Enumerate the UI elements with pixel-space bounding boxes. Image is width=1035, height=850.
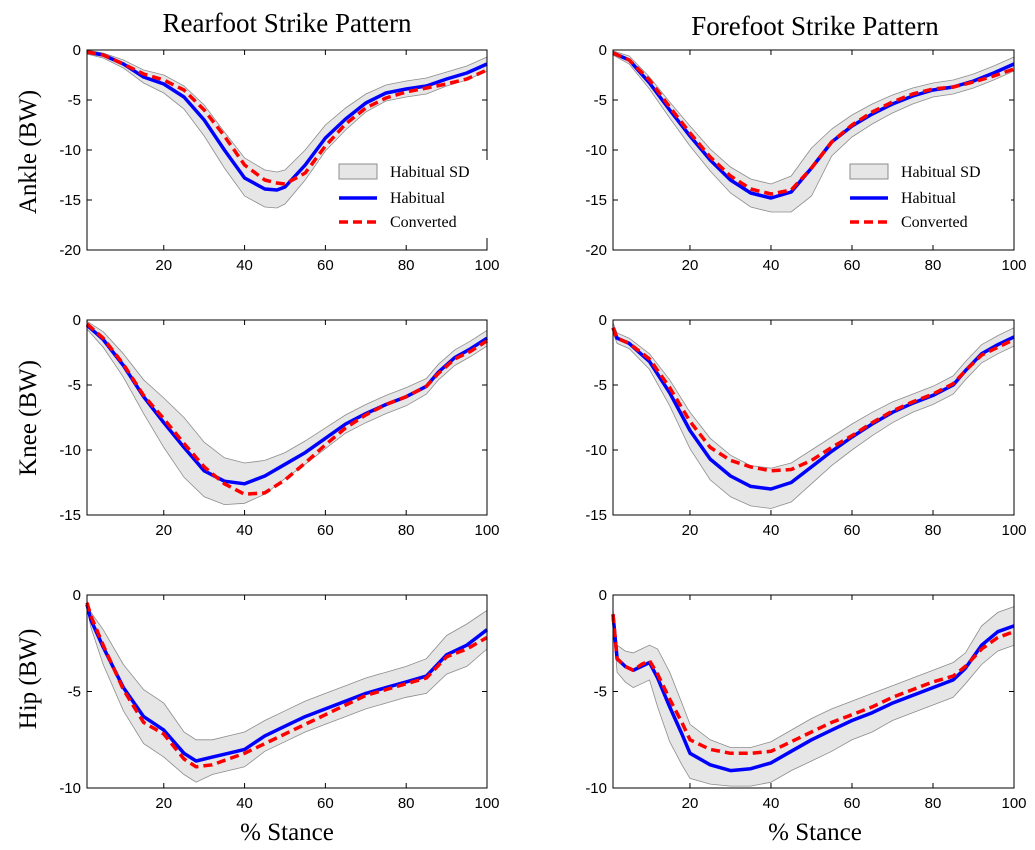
row-label-knee: Knee (BW) xyxy=(15,360,42,476)
axes-frame xyxy=(86,319,488,516)
series-line-habitual xyxy=(86,50,488,192)
chart-panel-ankle-forefoot: 20 40 60 80 100 0 -5 -10 -15 -20 xyxy=(585,42,1026,274)
y-tick-label: -10 xyxy=(59,442,81,459)
x-tick-label: 80 xyxy=(925,522,942,539)
legend-label-habitual-sd: Habitual SD xyxy=(901,164,981,181)
y-tick-label: 0 xyxy=(73,312,81,329)
legend-ankle-forefoot: Habitual SD Habitual Converted xyxy=(843,160,1011,238)
y-tick-label: 0 xyxy=(73,587,81,604)
x-tick-label: 80 xyxy=(925,795,942,812)
y-tick-label: -5 xyxy=(68,377,81,394)
x-tick-label: 40 xyxy=(236,795,253,812)
x-tick-label: 40 xyxy=(763,795,780,812)
x-tick-label: 20 xyxy=(155,795,172,812)
legend-label-converted: Converted xyxy=(901,214,968,231)
x-tick-label: 40 xyxy=(236,522,253,539)
series-line-converted xyxy=(86,50,488,186)
x-tick-label: 40 xyxy=(763,522,780,539)
legend-label-habitual: Habitual xyxy=(390,190,446,207)
x-tick-label: 100 xyxy=(474,522,499,539)
y-tick-label: -20 xyxy=(59,242,81,259)
legend-swatch-habitual-sd xyxy=(338,163,378,180)
y-tick-label: -5 xyxy=(594,684,607,701)
axes-frame xyxy=(612,319,1015,516)
series-line-converted xyxy=(612,51,1015,196)
y-tick-label: -20 xyxy=(585,242,607,259)
x-tick-label: 20 xyxy=(155,257,172,274)
chart-panel-knee-forefoot: 20 40 60 80 100 0 -5 -10 -15 xyxy=(585,312,1026,539)
x-tick-label: 100 xyxy=(1001,257,1026,274)
y-tick-label: 0 xyxy=(73,42,81,59)
y-tick-label: -5 xyxy=(594,377,607,394)
x-axis-label-rearfoot: % Stance xyxy=(240,819,334,846)
y-tick-label: -10 xyxy=(59,780,81,797)
column-title-forefoot: Forefoot Strike Pattern xyxy=(691,11,939,41)
chart-panel-hip-rearfoot: 20 40 60 80 100 0 -5 -10 xyxy=(59,587,499,812)
y-tick-label: -15 xyxy=(585,507,607,524)
y-tick-label: -10 xyxy=(585,142,607,159)
y-tick-label: -15 xyxy=(59,192,81,209)
legend-label-converted: Converted xyxy=(390,214,457,231)
x-tick-label: 100 xyxy=(1001,795,1026,812)
y-tick-label: -10 xyxy=(585,780,607,797)
x-tick-label: 60 xyxy=(844,522,861,539)
x-tick-label: 100 xyxy=(1001,522,1026,539)
y-tick-label: -5 xyxy=(68,684,81,701)
series-line-converted xyxy=(611,327,1015,473)
row-label-ankle: Ankle (BW) xyxy=(15,90,42,214)
x-tick-label: 40 xyxy=(763,257,780,274)
y-tick-label: -15 xyxy=(59,507,81,524)
y-tick-label: 0 xyxy=(599,312,607,329)
series-line-habitual xyxy=(85,323,488,486)
chart-panel-knee-rearfoot: 20 40 60 80 100 0 -5 -10 -15 xyxy=(59,312,499,539)
x-tick-label: 80 xyxy=(925,257,942,274)
x-tick-label: 60 xyxy=(844,795,861,812)
x-tick-label: 20 xyxy=(155,522,172,539)
y-tick-label: -5 xyxy=(594,92,607,109)
x-tick-label: 20 xyxy=(682,522,699,539)
sd-band-habitual xyxy=(86,600,488,783)
series-line-converted xyxy=(611,614,1015,756)
x-tick-label: 40 xyxy=(236,257,253,274)
y-tick-label: -10 xyxy=(59,142,81,159)
y-tick-label: 0 xyxy=(599,42,607,59)
x-tick-label: 20 xyxy=(682,257,699,274)
series-line-habitual xyxy=(611,327,1015,491)
x-axis-label-forefoot: % Stance xyxy=(768,819,862,846)
y-tick-label: -5 xyxy=(68,92,81,109)
x-tick-label: 100 xyxy=(474,257,499,274)
legend-label-habitual-sd: Habitual SD xyxy=(390,164,470,181)
x-tick-label: 60 xyxy=(317,522,334,539)
x-tick-label: 60 xyxy=(317,795,334,812)
x-tick-label: 100 xyxy=(474,795,499,812)
x-tick-label: 20 xyxy=(682,795,699,812)
sd-band-habitual xyxy=(612,322,1015,509)
x-tick-label: 80 xyxy=(398,522,415,539)
legend-label-habitual: Habitual xyxy=(901,190,957,207)
chart-panel-hip-forefoot: 20 40 60 80 100 0 -5 -10 xyxy=(585,587,1026,812)
x-tick-label: 80 xyxy=(398,257,415,274)
row-label-hip: Hip (BW) xyxy=(15,629,42,730)
chart-panel-ankle-rearfoot: 20 40 60 80 100 0 -5 -10 -15 -20 xyxy=(59,42,499,274)
sd-band-habitual xyxy=(612,606,1015,787)
x-tick-label: 80 xyxy=(398,795,415,812)
legend-ankle-rearfoot: Habitual SD Habitual Converted xyxy=(319,160,497,238)
column-title-rearfoot: Rearfoot Strike Pattern xyxy=(163,8,412,38)
legend-swatch-habitual-sd xyxy=(849,163,889,180)
y-tick-label: 0 xyxy=(599,587,607,604)
x-tick-label: 60 xyxy=(317,257,334,274)
y-tick-label: -15 xyxy=(585,192,607,209)
series-line-habitual xyxy=(85,604,489,763)
series-line-converted xyxy=(85,602,488,769)
y-tick-label: -10 xyxy=(585,442,607,459)
x-tick-label: 60 xyxy=(844,257,861,274)
